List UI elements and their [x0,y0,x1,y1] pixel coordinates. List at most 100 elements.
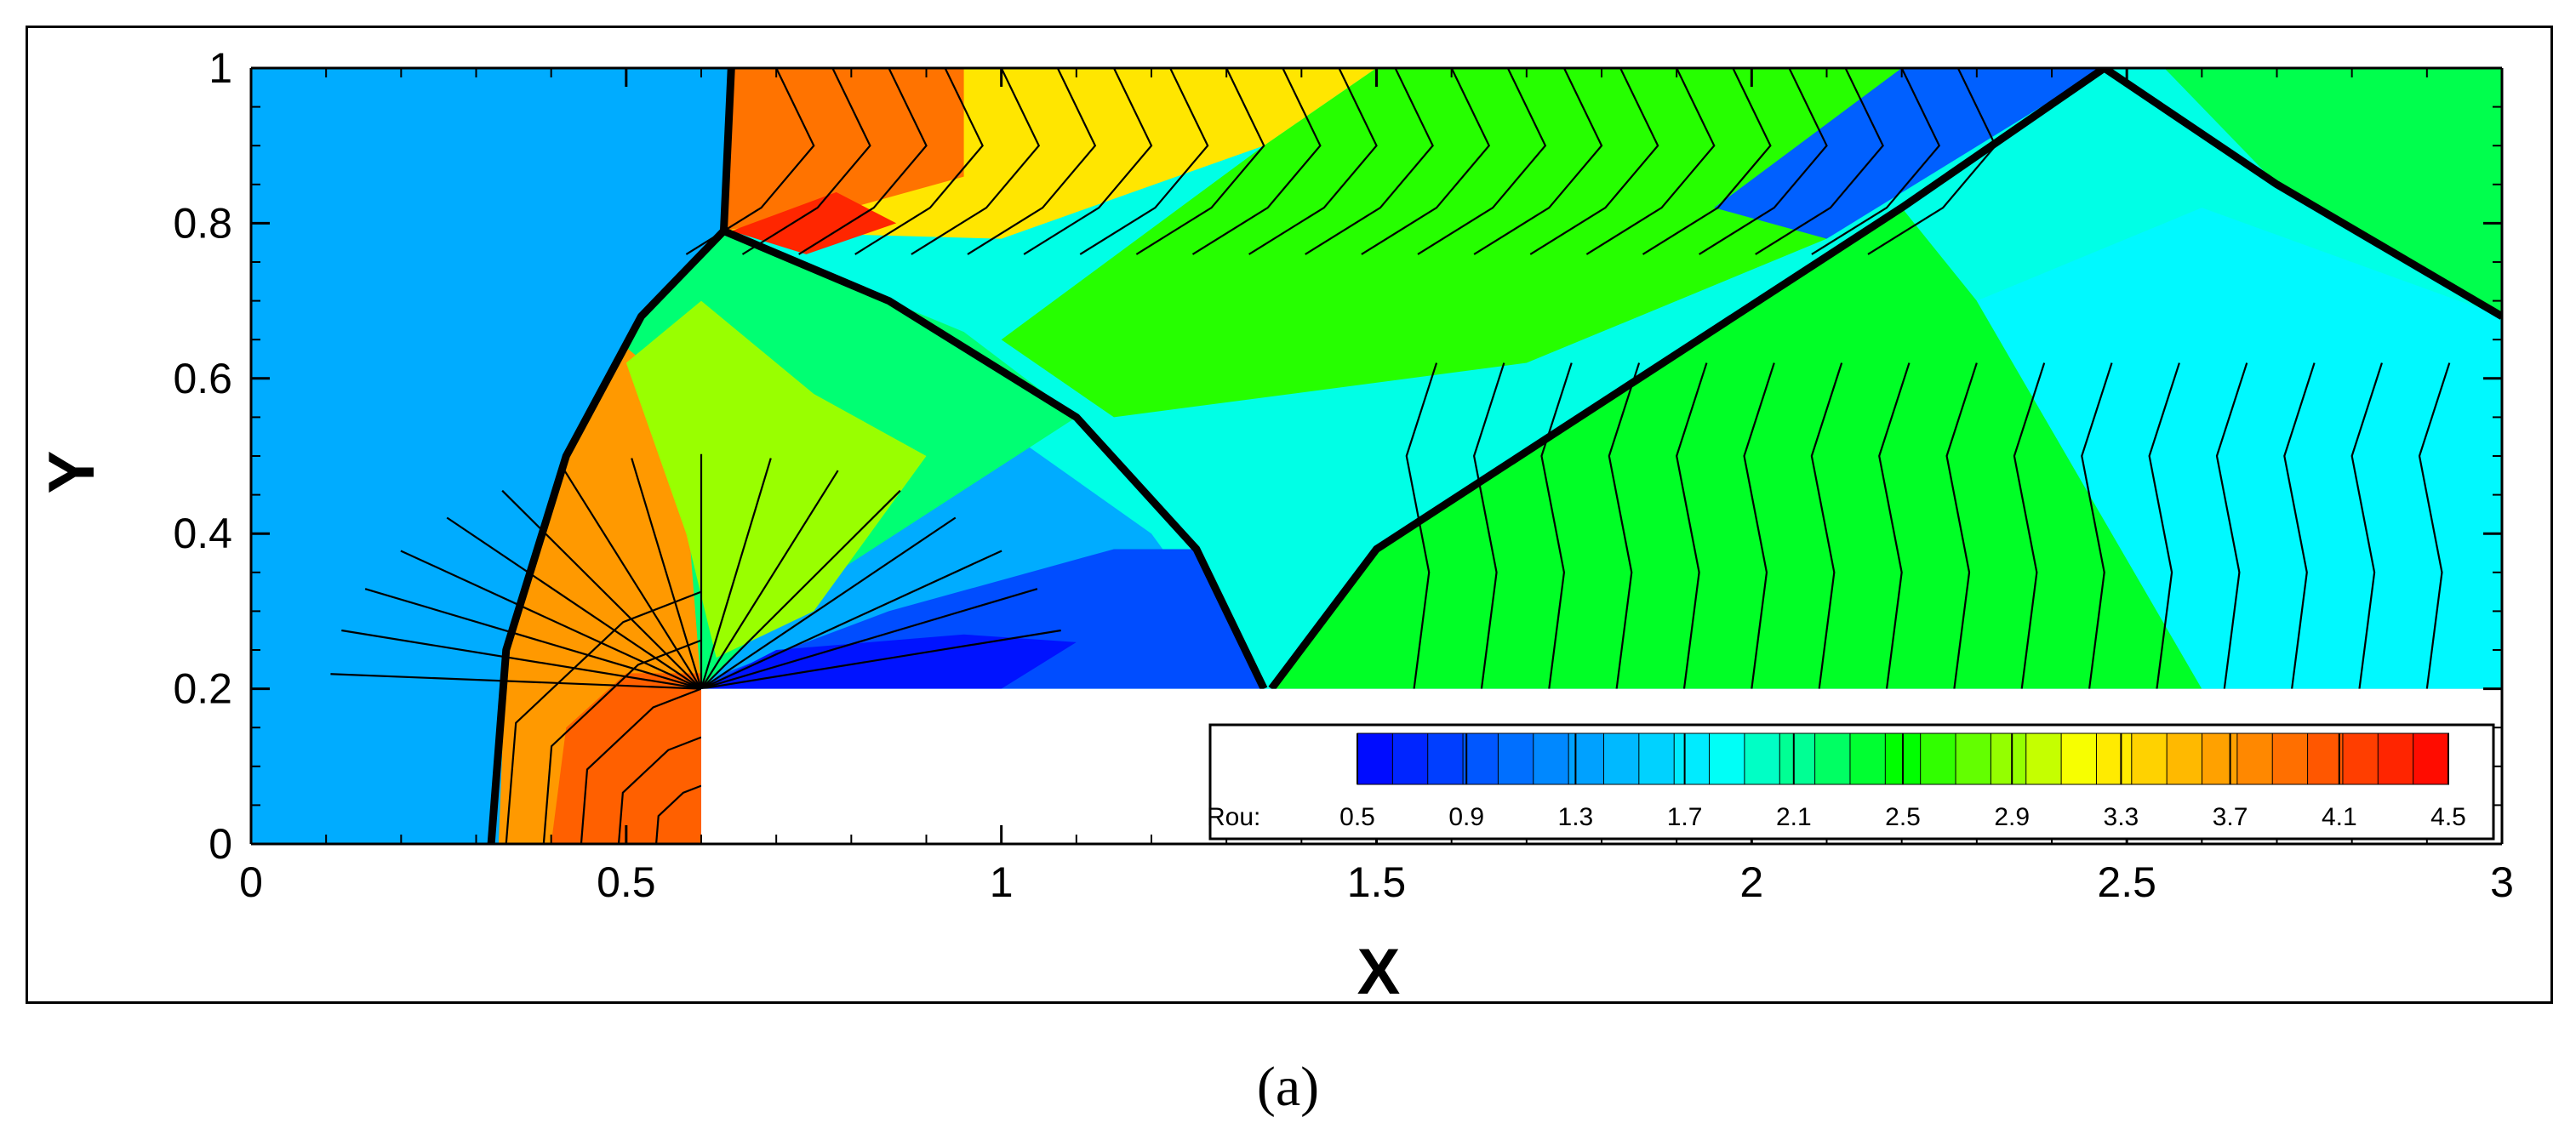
contour-upper [1079,68,1209,255]
contour-downstream [1945,362,1978,689]
colorbar-tick-label: 4.1 [2322,803,2357,831]
contour-upper [1642,68,1772,255]
contour-downstream [2013,362,2046,689]
colorbar-swatch [2307,732,2344,785]
contour-upper [1135,68,1265,255]
shock-lines [487,68,2502,844]
y-ticks: 0 0.2 0.4 0.6 0.8 1 [173,44,2502,868]
contour-upper [1023,68,1153,255]
shock-second-reflected-shock [1268,68,2107,692]
colorbar-swatch [2413,732,2450,785]
colorbar-swatch [1391,732,1429,785]
colorbar-swatch [1533,732,1570,785]
region-top-pocket [1714,68,2105,239]
contour-upper [741,68,871,255]
figure-caption: (a) [1256,1056,1320,1118]
colorbar-swatch [2342,732,2379,785]
colorbar-swatch [2025,732,2063,785]
colorbar-tick-label: 3.3 [2104,803,2139,831]
x-tick-label: 2 [1739,858,1763,906]
x-tick-label: 1.5 [1347,858,1407,906]
contour-downstream [2148,362,2180,689]
colorbar-swatch [1744,732,1781,785]
contour-bottom [505,590,702,844]
colorbar-swatch [1990,732,2027,785]
colorbar-swatch [2202,732,2238,785]
contour-upper [1191,68,1322,255]
contour-downstream [2418,362,2451,689]
colorbar-swatch [1920,732,1957,785]
region-downstream-right [1976,208,2502,689]
contour-downstream [1810,362,1843,689]
shock-reflected-shock [722,227,1268,691]
colorbar-tick-label: 2.1 [1776,803,1812,831]
colorbar-swatch [2131,732,2168,785]
contour-downstream [2350,362,2383,689]
contour-upper [1699,68,1828,255]
colorbar-swatch [1497,732,1534,785]
contour-upper [967,68,1097,255]
region-expansion-core [701,634,1077,689]
contour-upper [911,68,1041,255]
colorbar-swatch [1779,732,1816,785]
colorbar-swatch [1357,732,1394,785]
colorbar-tick-label: 1.3 [1558,803,1594,831]
contour-upper [1755,68,1884,255]
shock-wall-reflection [2102,68,2502,320]
colorbar-tick-label: 3.7 [2213,803,2248,831]
colorbar-swatch [1638,732,1676,785]
y-tick-label: 0.4 [173,510,232,557]
colorbar-tick-label: 2.9 [1994,803,2030,831]
contour-bottom [580,687,702,844]
colorbar-swatch [1462,732,1499,785]
colorbar-swatch [1814,732,1851,785]
contour-fan [330,673,702,690]
y-tick-label: 0.6 [173,355,232,402]
contour-upper [1248,68,1378,255]
contour-fan [700,516,957,690]
contour-fan [700,470,839,690]
contour-fan [700,629,1061,690]
x-ticks: 0 0.5 1 1.5 2 2.5 3 [239,68,2514,906]
density-field [251,68,2502,844]
contour-downstream [1540,362,1573,689]
contour-lines [330,68,2451,844]
region-post-shock-hot [551,673,701,844]
colorbar-swatch [2377,732,2414,785]
colorbar-swatch [1602,732,1640,785]
contour-fan [700,588,1038,690]
colorbar-swatch [1427,732,1465,785]
region-top-right [2164,68,2502,316]
contour-downstream [1676,362,1708,689]
region-upper-red [731,191,897,254]
contour-downstream [1878,362,1911,689]
colorbar-swatch [2166,732,2203,785]
y-tick-label: 0.8 [173,199,232,247]
contour-downstream [2283,362,2316,689]
region-upper-green [1001,68,1902,418]
contour-upper [1417,68,1547,255]
contour-bottom [655,784,702,844]
x-tick-label: 3 [2490,858,2514,906]
contour-fan [700,489,901,690]
contour-fan [700,458,772,689]
contour-fan [341,629,702,690]
y-tick-label: 0 [208,820,232,868]
colorbar-swatches [1357,732,2450,785]
colorbar-swatch [1955,732,1992,785]
shock-mach-stem [719,68,735,231]
contour-fan [400,550,702,690]
y-axis-title: Y [36,451,108,494]
colorbar-tick-label: 0.9 [1448,803,1484,831]
contour-upper [854,68,984,255]
contour-upper [1811,68,1941,255]
x-tick-label: 1 [990,858,1014,906]
contour-fan [364,588,702,690]
x-axis-title: X [1357,936,1401,1008]
contour-downstream [1608,362,1641,689]
contour-downstream [2081,362,2113,689]
contour-fan [631,458,703,689]
y-tick-label: 1 [208,44,232,92]
contour-downstream [1472,362,1505,689]
